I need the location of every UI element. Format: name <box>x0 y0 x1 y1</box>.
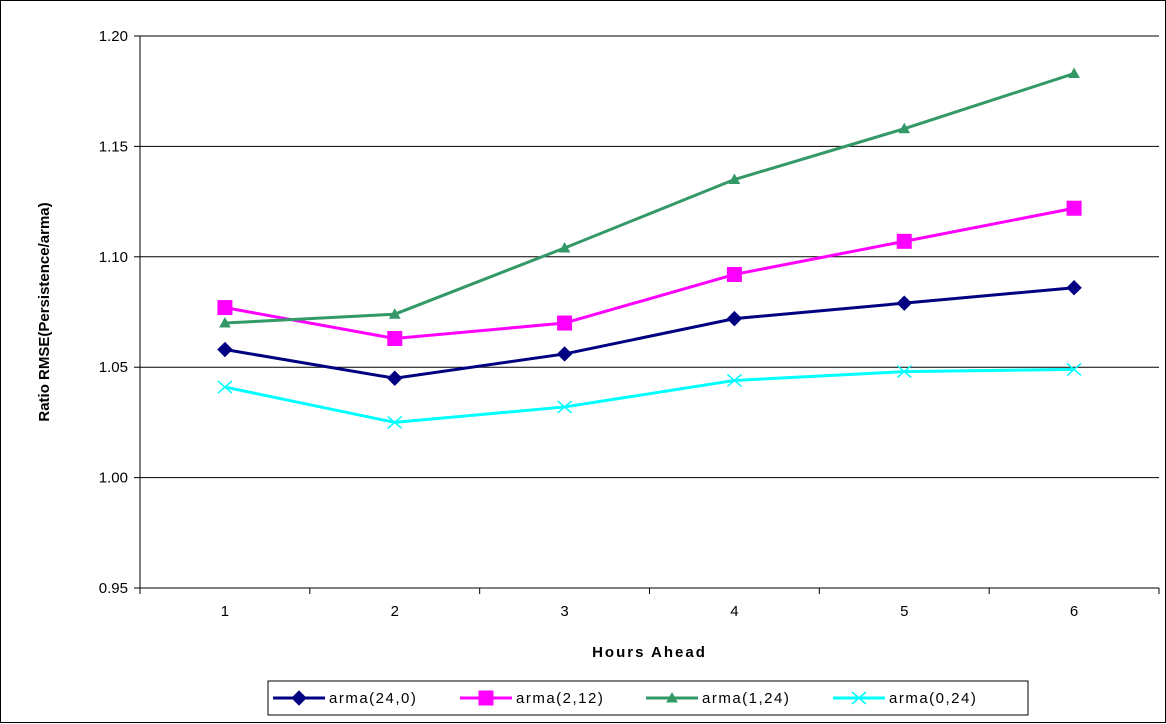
data-point <box>1066 200 1082 216</box>
data-point <box>896 233 912 249</box>
x-tick-label: 6 <box>1070 603 1078 620</box>
legend-marker <box>851 691 867 705</box>
data-point <box>217 380 233 394</box>
data-point <box>896 295 912 311</box>
data-point <box>898 122 911 134</box>
y-tick-label: 1.05 <box>99 359 128 376</box>
data-point <box>1068 67 1080 79</box>
y-tick-label: 0.95 <box>99 580 128 597</box>
data-point <box>726 266 742 282</box>
y-tick-label: 1.20 <box>99 28 128 45</box>
data-point <box>217 300 233 316</box>
data-point <box>388 308 401 319</box>
x-tick-label: 4 <box>730 603 738 620</box>
legend-item: arma(24,0) <box>273 690 417 707</box>
legend-marker <box>291 690 307 706</box>
legend-label: arma(2,12) <box>516 690 604 707</box>
y-axis-title: Ratio RMSE(Persistence/arma) <box>36 202 53 421</box>
series-lines <box>217 67 1082 429</box>
data-point <box>1066 280 1082 296</box>
y-tick-label: 1.10 <box>99 249 128 266</box>
axes: 0.95 1.00 1.05 1.10 1.15 1.20 1 2 3 4 5 6 <box>99 28 1160 620</box>
legend-label: arma(0,24) <box>889 690 977 707</box>
legend: arma(24,0) arma(2,12) arma(1,24) arma(0,24) <box>267 680 1029 716</box>
legend-marker <box>666 691 678 703</box>
y-tick-label: 1.00 <box>99 470 128 487</box>
x-tick-label: 2 <box>391 603 399 620</box>
data-point <box>1066 362 1082 376</box>
data-point <box>556 346 573 362</box>
data-point <box>896 365 912 379</box>
legend-item: arma(0,24) <box>833 690 977 707</box>
y-tick-label: 1.15 <box>99 138 128 155</box>
data-point <box>557 315 573 331</box>
legend-label: arma(1,24) <box>702 690 790 707</box>
x-tick-label: 1 <box>221 603 229 620</box>
series-line <box>224 367 1075 424</box>
x-tick-label: 5 <box>900 603 908 620</box>
x-tick-label: 3 <box>560 603 568 620</box>
legend-label: arma(24,0) <box>329 690 417 707</box>
series-arma(24,0) <box>217 280 1082 386</box>
x-axis-title: Hours Ahead <box>592 644 707 661</box>
data-point <box>557 400 573 414</box>
series-line <box>224 206 1075 341</box>
data-point <box>726 310 743 327</box>
data-point <box>387 330 403 346</box>
series-arma(2,12) <box>217 200 1082 346</box>
data-point <box>217 341 233 358</box>
series-line <box>224 286 1075 380</box>
data-point <box>558 241 571 253</box>
legend-item: arma(1,24) <box>646 690 790 707</box>
series-line <box>224 72 1075 325</box>
series-arma(0,24) <box>217 362 1082 429</box>
data-point <box>728 173 741 185</box>
data-point <box>219 317 231 328</box>
gridlines <box>140 35 1159 479</box>
legend-marker <box>478 690 494 706</box>
data-point <box>387 370 403 386</box>
data-point <box>387 415 403 429</box>
legend-item: arma(2,12) <box>460 690 604 707</box>
series-arma(1,24) <box>219 67 1080 328</box>
data-point <box>726 373 742 388</box>
